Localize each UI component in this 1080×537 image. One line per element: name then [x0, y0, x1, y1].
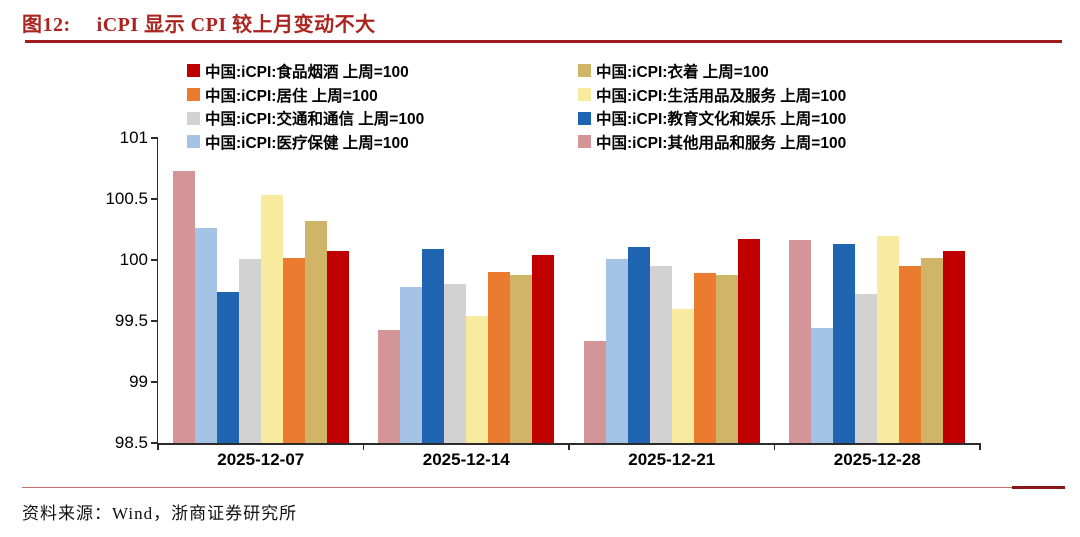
bar	[877, 235, 900, 443]
bar	[583, 340, 606, 443]
bar	[422, 249, 445, 443]
x-axis-tick	[362, 443, 365, 450]
source-note: 资料来源：Wind，浙商证券研究所	[22, 504, 298, 523]
y-axis-label: 99	[129, 372, 148, 391]
legend-swatch	[578, 111, 591, 125]
bar	[194, 228, 217, 443]
bar	[671, 308, 694, 443]
legend-label: 中国:iCPI:居住 上周=100	[205, 87, 378, 105]
bar	[304, 220, 327, 443]
bar	[282, 257, 305, 443]
legend-label: 中国:iCPI:生活用品及服务 上周=100	[596, 87, 847, 105]
legend-item: 中国:iCPI:交通和通信 上周=100	[187, 106, 578, 130]
bar	[400, 286, 423, 443]
x-axis-tick	[979, 443, 981, 450]
legend-item: 中国:iCPI:食品烟酒 上周=100	[187, 59, 578, 83]
y-axis-tick	[151, 320, 158, 322]
bar	[899, 266, 922, 443]
x-axis-label: 2025-12-21	[628, 450, 716, 469]
legend-item: 中国:iCPI:教育文化和娱乐 上周=100	[578, 106, 846, 130]
bar	[943, 251, 966, 443]
legend-item: 中国:iCPI:其他用品和服务 上周=100	[578, 130, 846, 154]
x-axis-label: 2025-12-07	[217, 450, 305, 469]
chart-legend: 中国:iCPI:食品烟酒 上周=100 中国:iCPI:衣着 上周=100 中国:i…	[187, 59, 846, 154]
bar	[260, 195, 283, 443]
y-axis-label: 100.5	[105, 189, 148, 208]
y-axis-tick	[151, 137, 158, 139]
y-axis-tick	[151, 259, 158, 261]
legend-label: 中国:iCPI:食品烟酒 上周=100	[205, 63, 409, 81]
bar	[510, 274, 533, 443]
bar	[921, 257, 944, 443]
bar	[789, 240, 812, 443]
legend-label: 中国:iCPI:交通和通信 上周=100	[205, 111, 425, 129]
bar	[532, 255, 555, 443]
legend-item: 中国:iCPI:居住 上周=100	[187, 83, 578, 107]
legend-swatch	[187, 64, 200, 78]
y-axis-tick	[151, 442, 158, 444]
figure-title-text: iCPI 显示 CPI 较上月变动不大	[96, 14, 376, 36]
bar	[238, 258, 261, 443]
footer-rule	[22, 487, 1014, 488]
bar	[715, 274, 738, 443]
bar	[649, 266, 672, 443]
legend-item: 中国:iCPI:生活用品及服务 上周=100	[578, 83, 846, 107]
bar	[172, 170, 195, 443]
legend-label: 中国:iCPI:其他用品和服务 上周=100	[596, 134, 847, 152]
y-axis-label: 98.5	[114, 433, 148, 452]
legend-swatch	[578, 88, 591, 102]
legend-swatch	[578, 64, 591, 78]
x-axis-label: 2025-12-28	[833, 450, 921, 469]
legend-item: 中国:iCPI:衣着 上周=100	[578, 59, 846, 83]
x-axis-line	[156, 443, 981, 445]
bar	[216, 291, 239, 443]
bar	[326, 251, 349, 443]
bar	[466, 316, 489, 443]
bar	[737, 239, 760, 443]
bar	[605, 258, 628, 443]
x-axis-tick	[157, 443, 159, 450]
figure-title-prefix: 图12:	[22, 14, 71, 36]
legend-label: 中国:iCPI:教育文化和娱乐 上周=100	[596, 111, 847, 129]
x-axis-tick	[773, 443, 776, 450]
legend-label: 中国:iCPI:衣着 上周=100	[596, 63, 769, 81]
title-underline	[25, 40, 1062, 43]
legend-swatch	[187, 88, 200, 102]
bar	[833, 244, 856, 443]
y-axis-label: 101	[119, 128, 148, 147]
legend-item: 中国:iCPI:医疗保健 上周=100	[187, 130, 578, 154]
y-axis-tick	[151, 381, 158, 383]
legend-swatch	[187, 111, 200, 125]
bar	[488, 272, 511, 443]
bar	[811, 328, 834, 443]
x-axis-label: 2025-12-14	[422, 450, 510, 469]
legend-swatch	[187, 135, 200, 149]
footer-rule-accent	[1012, 485, 1065, 489]
legend-swatch	[578, 135, 591, 149]
y-axis-label: 100	[119, 250, 148, 269]
y-axis-label: 99.5	[114, 311, 148, 330]
y-axis-line	[156, 137, 158, 444]
bar	[693, 273, 716, 443]
figure-title: 图12: iCPI 显示 CPI 较上月变动不大	[22, 8, 376, 37]
bar	[378, 329, 401, 443]
x-axis-tick	[568, 443, 570, 450]
bar	[627, 246, 650, 443]
bar	[444, 284, 467, 443]
bar	[855, 294, 878, 443]
y-axis-tick	[151, 198, 158, 200]
legend-label: 中国:iCPI:医疗保健 上周=100	[205, 134, 409, 152]
